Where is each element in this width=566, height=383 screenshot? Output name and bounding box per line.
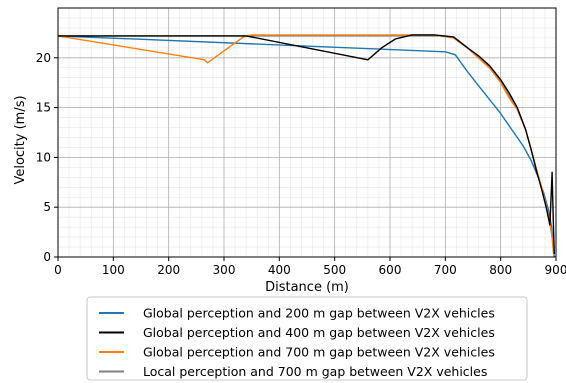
- grid-minor: [57, 7, 557, 258]
- x-tick-label: 100: [102, 263, 125, 277]
- x-tick-label: 700: [434, 263, 457, 277]
- x-tick-label: 200: [157, 263, 180, 277]
- legend: Global perception and 200 m gap between …: [86, 296, 528, 381]
- series-line-1: [58, 35, 555, 257]
- y-tick-label: 15: [36, 101, 51, 115]
- x-tick-label: 500: [323, 263, 346, 277]
- x-axis-ticks: 0 100 200 300 400 500 600 700 800 900: [54, 257, 566, 277]
- x-tick-label: 400: [268, 263, 291, 277]
- x-tick-label: 600: [379, 263, 402, 277]
- y-tick-label: 5: [43, 200, 51, 214]
- legend-label-4: Local perception and 700 m gap between V…: [143, 364, 487, 379]
- legend-label-1: Global perception and 200 m gap between …: [143, 306, 495, 321]
- legend-label-3: Global perception and 700 m gap between …: [143, 345, 495, 360]
- series-layer: [58, 34, 555, 257]
- x-tick-label: 300: [213, 263, 236, 277]
- x-tick-label: 800: [489, 263, 512, 277]
- grid-major: [57, 8, 557, 258]
- y-tick-label: 0: [43, 250, 51, 264]
- x-axis-title: Distance (m): [265, 280, 349, 295]
- x-tick-label: 0: [54, 263, 62, 277]
- x-tick-label: 900: [545, 263, 566, 277]
- y-axis-title: Velocity (m/s): [13, 95, 28, 184]
- legend-label-2: Global perception and 400 m gap between …: [143, 325, 495, 340]
- y-axis-ticks: 0 5 10 15 20: [36, 51, 58, 264]
- legend-box: [86, 296, 528, 381]
- series-line-4: [58, 35, 555, 256]
- plot-frame: [57, 7, 557, 258]
- series-line-2: [58, 34, 555, 255]
- y-tick-label: 20: [36, 51, 51, 65]
- y-tick-label: 10: [36, 150, 51, 164]
